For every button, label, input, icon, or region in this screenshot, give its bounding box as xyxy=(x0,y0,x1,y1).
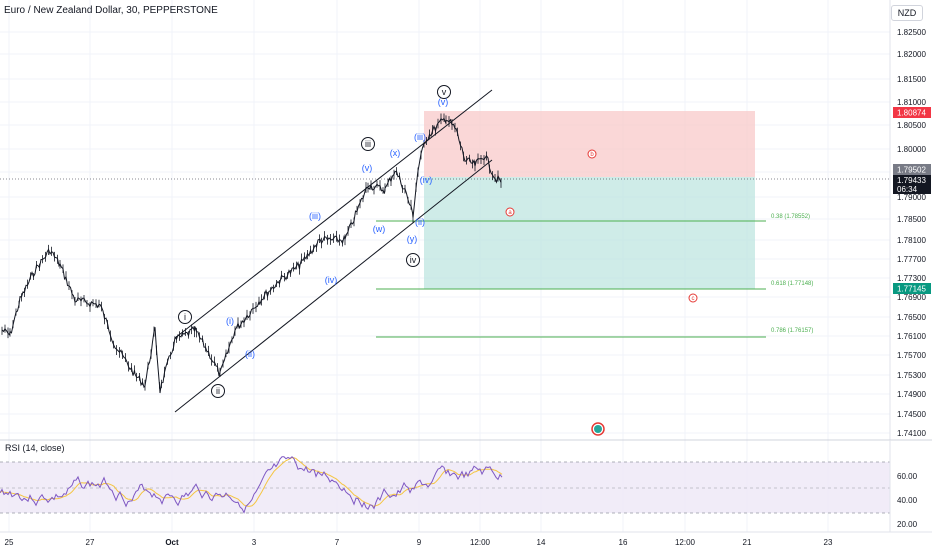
wave-circle-i xyxy=(178,310,192,324)
time-axis-label: 12:00 xyxy=(470,538,491,547)
rsi-axis-label-20: 20.00 xyxy=(897,520,918,529)
time-axis[interactable]: 25 27 Oct 3 7 9 12:00 14 16 12:00 21 23 xyxy=(5,538,833,547)
price-axis-label: 1.75300 xyxy=(897,371,926,380)
price-axis-label: 1.78100 xyxy=(897,236,926,245)
price-axis-label: 1.74900 xyxy=(897,390,926,399)
rsi-indicator-title[interactable]: RSI (14, close) xyxy=(5,443,65,453)
wave-label-blue-v: (v) xyxy=(362,163,373,173)
price-axis-label: 1.80500 xyxy=(897,121,926,130)
time-axis-label: 12:00 xyxy=(675,538,696,547)
wave-label-b: b xyxy=(590,152,594,158)
price-axis-label: 1.75700 xyxy=(897,351,926,360)
price-axis-label: 1.74500 xyxy=(897,410,926,419)
wave-circle-a xyxy=(505,207,515,217)
time-axis-label: 27 xyxy=(86,538,95,547)
time-axis-label: 21 xyxy=(743,538,752,547)
wave-label-v: v xyxy=(442,87,447,97)
price-tag-current: 1.79433 06:34 xyxy=(893,175,931,194)
price-axis-label: 1.79000 xyxy=(897,193,926,202)
price-tag-stop-value: 1.80874 xyxy=(897,109,926,118)
time-axis-label: 25 xyxy=(5,538,14,547)
wave-label-blue-ii-small: (ii) xyxy=(415,217,425,227)
wave-circle-c xyxy=(688,293,698,303)
wave-circle-iv xyxy=(406,253,420,267)
price-axis-label: 1.80000 xyxy=(897,145,926,154)
wave-label-blue-iii: (iii) xyxy=(309,211,321,221)
price-axis-label: 1.76500 xyxy=(897,313,926,322)
wave-label-i: i xyxy=(184,312,186,322)
rsi-moving-average xyxy=(0,457,503,507)
price-axis-label: 1.78500 xyxy=(897,215,926,224)
symbol-title: Euro / New Zealand Dollar, 30, PEPPERSTO… xyxy=(4,5,218,16)
wave-labels-blue: (i) (ii) (iii) (iv) (v) (w) (x) (y) (iii… xyxy=(226,97,448,359)
wave-circle-iii xyxy=(361,137,375,151)
price-axis-label: 1.82500 xyxy=(897,28,926,37)
wave-label-blue-y: (y) xyxy=(407,234,418,244)
wave-label-blue-ii: (ii) xyxy=(245,349,255,359)
rsi-axis-label-60: 60.00 xyxy=(897,472,918,481)
price-axis-label: 1.74100 xyxy=(897,429,926,438)
wave-label-blue-iii-small: (iii) xyxy=(414,132,426,142)
wave-label-blue-i: (i) xyxy=(226,316,234,326)
price-tag-current-countdown: 06:34 xyxy=(897,185,918,194)
time-axis-label: 9 xyxy=(417,538,422,547)
channel-lower-line[interactable] xyxy=(174,159,493,413)
price-axis-label: 1.81000 xyxy=(897,98,926,107)
time-axis-label: 14 xyxy=(537,538,546,547)
event-marker-icon[interactable] xyxy=(591,422,605,436)
take-profit-zone[interactable] xyxy=(424,177,755,289)
time-axis-label: Oct xyxy=(165,538,179,547)
time-axis-label: 7 xyxy=(335,538,340,547)
wave-label-iii: iii xyxy=(365,139,371,149)
time-axis-label: 23 xyxy=(824,538,833,547)
price-tag-entry: 1.79502 xyxy=(893,164,931,175)
time-axis-label: 3 xyxy=(252,538,257,547)
price-axis-label: 1.81500 xyxy=(897,75,926,84)
price-axis-label: 1.77300 xyxy=(897,274,926,283)
stop-loss-zone[interactable] xyxy=(424,111,755,177)
price-tag-target-value: 1.77145 xyxy=(897,285,926,294)
wave-label-blue-iv-small: (iv) xyxy=(420,175,433,185)
price-tag-entry-value: 1.79502 xyxy=(897,166,926,175)
price-series[interactable] xyxy=(1,117,502,394)
currency-selector[interactable]: NZD xyxy=(891,5,923,21)
price-axis[interactable]: 1.82500 1.82000 1.81500 1.81000 1.80500 1.800… xyxy=(897,28,926,438)
wave-circle-v xyxy=(437,85,451,99)
wave-labels-red: a b c xyxy=(505,149,698,303)
chart-grid xyxy=(0,0,890,532)
price-tag-stop: 1.80874 xyxy=(893,107,931,118)
rsi-line[interactable] xyxy=(0,456,503,514)
wave-label-a: a xyxy=(508,210,512,216)
wave-circle-b xyxy=(587,149,597,159)
wave-labels-circled: i ii iii iv v xyxy=(178,85,451,398)
price-axis-label: 1.76100 xyxy=(897,332,926,341)
wave-label-blue-v-small: (v) xyxy=(438,97,449,107)
wave-label-c: c xyxy=(692,296,695,302)
wave-circle-ii xyxy=(211,384,225,398)
time-axis-label: 16 xyxy=(619,538,628,547)
fib-level-0786-label: 0.786 (1.76157) xyxy=(771,328,813,334)
price-axis-label: 1.76900 xyxy=(897,293,926,302)
fib-level-038-label: 0.38 (1.78552) xyxy=(771,214,810,220)
fib-level-0618-label: 0.618 (1.77148) xyxy=(771,281,813,287)
price-axis-label: 1.82000 xyxy=(897,50,926,59)
price-candles xyxy=(1,113,502,391)
price-tag-target: 1.77145 xyxy=(893,283,931,294)
price-tag-current-value: 1.79433 xyxy=(897,176,926,185)
price-axis-label: 1.77700 xyxy=(897,255,926,264)
wave-label-iv: iv xyxy=(410,255,417,265)
rsi-axis-label-40: 40.00 xyxy=(897,496,918,505)
wave-label-ii: ii xyxy=(216,386,220,396)
wave-label-blue-x: (x) xyxy=(390,148,401,158)
channel-upper-line[interactable] xyxy=(174,89,493,339)
wave-label-blue-iv: (iv) xyxy=(325,275,338,285)
wave-label-blue-w: (w) xyxy=(373,224,386,234)
